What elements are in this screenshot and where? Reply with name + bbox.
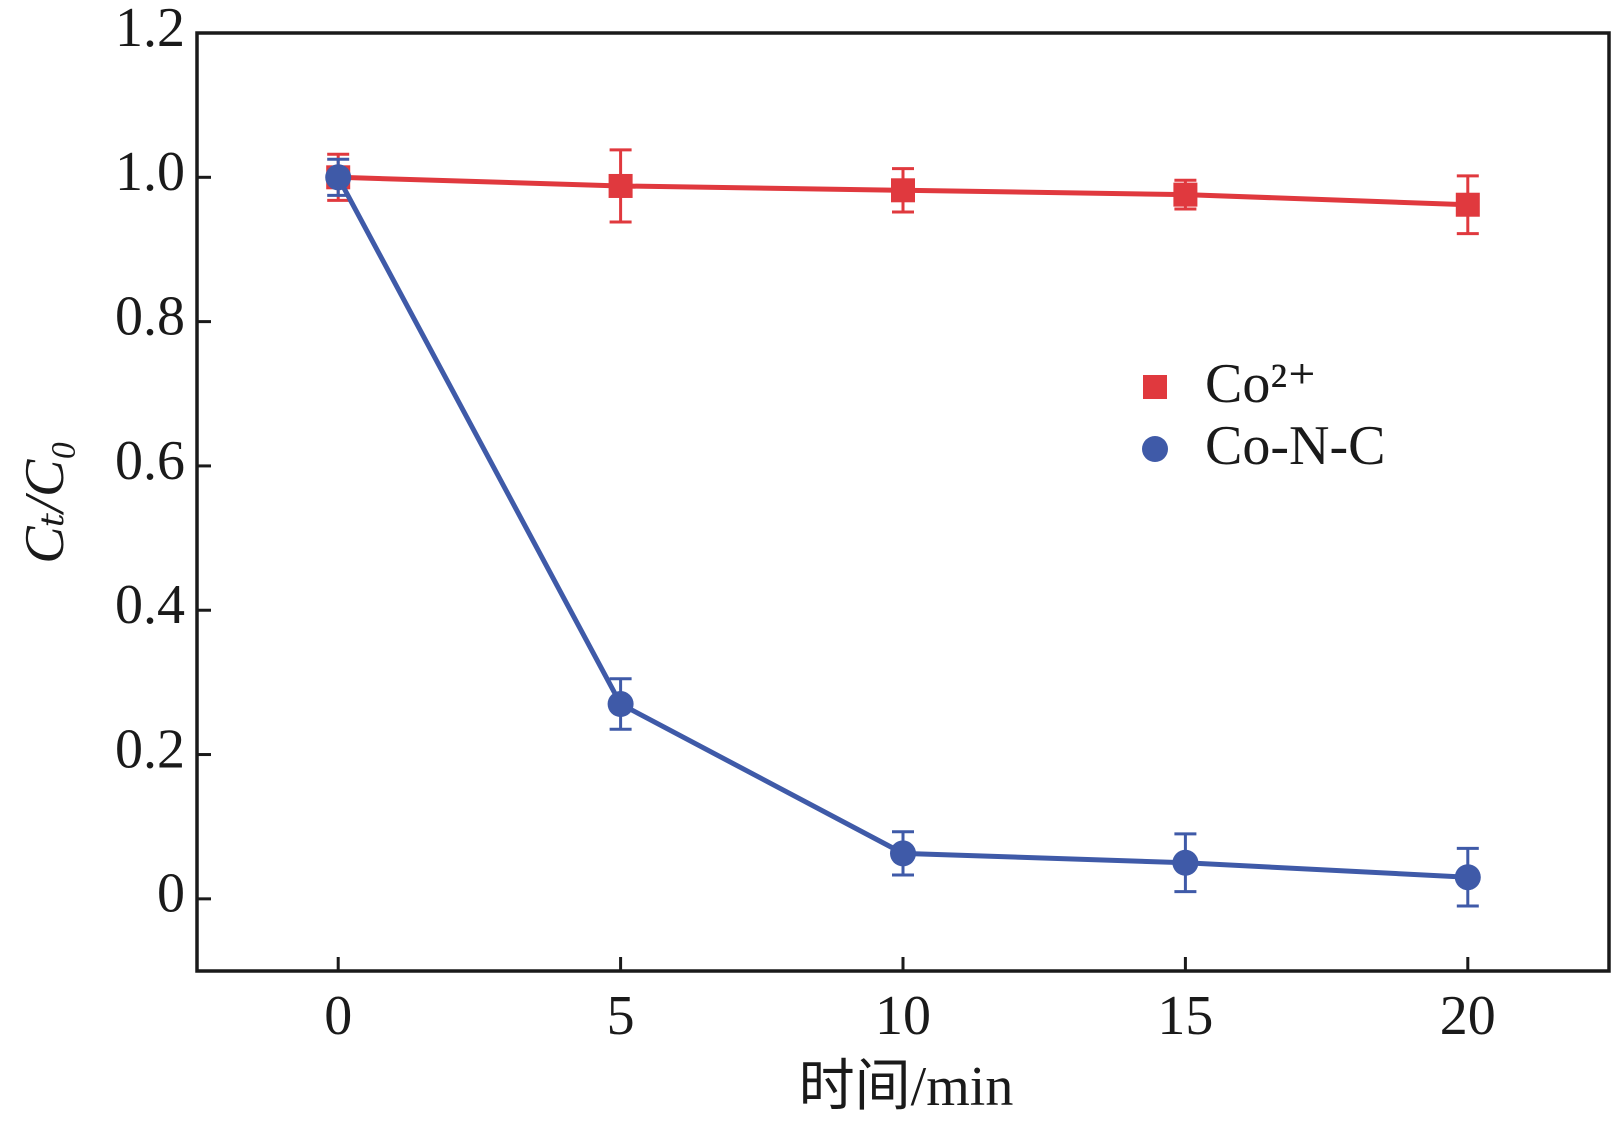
y-tick-label: 0.4 — [115, 574, 185, 636]
data-point — [890, 840, 916, 867]
x-tick-label: 5 — [607, 985, 635, 1047]
x-tick-label: 0 — [324, 985, 352, 1047]
x-tick-label: 15 — [1157, 985, 1213, 1047]
legend-label: Co-N-C — [1205, 415, 1385, 477]
series-line — [335, 176, 1468, 880]
data-point — [1173, 182, 1198, 207]
y-axis-label: Cₜ/C₀ — [14, 440, 76, 564]
y-tick-label: 0.8 — [115, 285, 185, 347]
y-tick-label: 1.0 — [115, 141, 185, 203]
data-point — [891, 178, 915, 203]
x-tick-label: 10 — [875, 985, 931, 1047]
legend-marker — [1142, 436, 1168, 462]
legend-marker — [1143, 375, 1167, 399]
data-point — [1455, 192, 1480, 217]
data-point — [1454, 864, 1481, 891]
data-point — [608, 173, 633, 198]
data-point — [325, 164, 352, 191]
y-tick-label: 0.2 — [115, 718, 185, 780]
y-tick-label: 0.6 — [115, 430, 185, 492]
legend-label: Co²⁺ — [1205, 353, 1317, 415]
y-tick-label: 0 — [157, 863, 185, 925]
data-point — [607, 691, 634, 718]
x-tick-label: 20 — [1440, 985, 1496, 1047]
data-point — [1172, 849, 1199, 876]
x-axis-label: 时间/min — [799, 1056, 1014, 1118]
y-tick-label: 1.2 — [115, 0, 185, 59]
